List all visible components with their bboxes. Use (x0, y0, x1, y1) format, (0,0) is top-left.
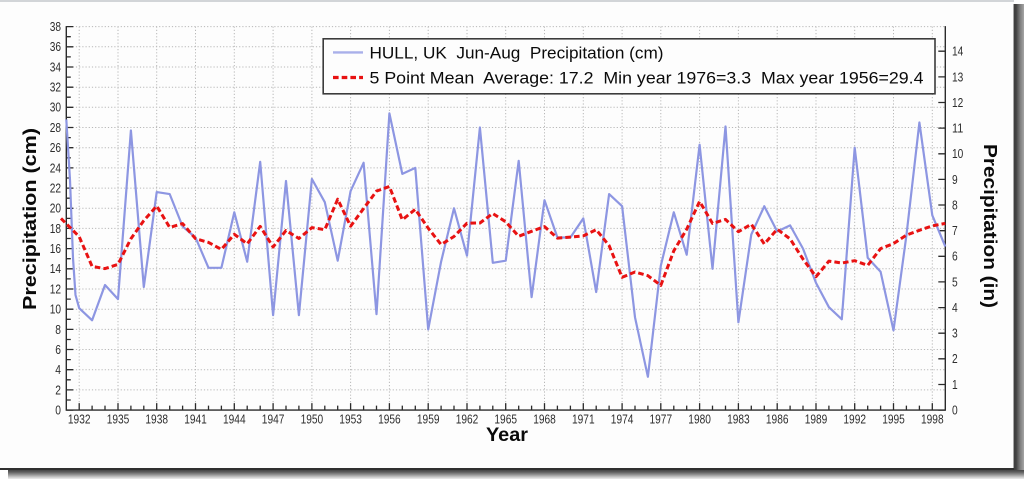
svg-text:34: 34 (50, 60, 61, 74)
svg-text:6: 6 (55, 343, 61, 357)
svg-text:1941: 1941 (184, 413, 207, 427)
svg-text:32: 32 (50, 81, 61, 95)
svg-text:3: 3 (952, 327, 958, 341)
svg-text:5: 5 (952, 275, 958, 289)
svg-text:22: 22 (50, 182, 61, 196)
svg-text:1935: 1935 (107, 413, 130, 427)
svg-text:1965: 1965 (494, 413, 517, 427)
svg-text:2: 2 (952, 352, 958, 366)
svg-text:24: 24 (50, 161, 61, 175)
svg-text:1932: 1932 (68, 413, 91, 427)
svg-text:4: 4 (55, 363, 61, 377)
svg-text:8: 8 (952, 198, 958, 212)
svg-text:Precipitation (cm): Precipitation (cm) (20, 128, 40, 310)
svg-text:1959: 1959 (417, 413, 440, 427)
svg-text:1992: 1992 (843, 413, 866, 427)
svg-text:1980: 1980 (688, 413, 711, 427)
svg-text:12: 12 (952, 96, 963, 110)
svg-text:1968: 1968 (533, 413, 556, 427)
svg-text:1995: 1995 (882, 413, 905, 427)
svg-text:11: 11 (952, 122, 963, 136)
svg-text:28: 28 (50, 121, 61, 135)
svg-text:36: 36 (50, 40, 61, 54)
svg-text:13: 13 (952, 70, 963, 84)
svg-text:8: 8 (55, 323, 61, 337)
svg-text:1983: 1983 (727, 413, 750, 427)
svg-text:4: 4 (952, 301, 958, 315)
svg-text:1956: 1956 (378, 413, 401, 427)
svg-text:1947: 1947 (262, 413, 285, 427)
svg-text:18: 18 (50, 222, 61, 236)
svg-text:1962: 1962 (456, 413, 479, 427)
svg-text:Precipitation (in): Precipitation (in) (980, 144, 1000, 308)
svg-text:0: 0 (952, 404, 958, 418)
svg-text:9: 9 (952, 173, 958, 187)
svg-text:HULL, UK Jun-Aug Precipitati: HULL, UK Jun-Aug Precipitation (cm) (370, 44, 664, 63)
svg-text:1977: 1977 (650, 413, 673, 427)
svg-text:14: 14 (952, 45, 963, 59)
svg-text:10: 10 (50, 303, 61, 317)
svg-text:1944: 1944 (223, 413, 246, 427)
svg-text:1989: 1989 (805, 413, 828, 427)
svg-text:1971: 1971 (572, 413, 595, 427)
svg-text:1938: 1938 (145, 413, 168, 427)
svg-text:1950: 1950 (301, 413, 324, 427)
svg-text:2: 2 (55, 383, 61, 397)
svg-text:1998: 1998 (921, 413, 944, 427)
svg-text:Year: Year (486, 425, 529, 446)
svg-text:0: 0 (55, 404, 61, 418)
svg-text:5 Point Mean Average: 17.2 M: 5 Point Mean Average: 17.2 Min year 1976… (370, 69, 924, 88)
svg-text:38: 38 (50, 20, 61, 34)
svg-text:1986: 1986 (766, 413, 789, 427)
svg-text:10: 10 (952, 147, 963, 161)
svg-text:14: 14 (50, 262, 61, 276)
svg-text:1974: 1974 (611, 413, 634, 427)
svg-text:6: 6 (952, 250, 958, 264)
svg-text:7: 7 (952, 224, 958, 238)
svg-text:1953: 1953 (339, 413, 362, 427)
svg-text:20: 20 (50, 202, 61, 216)
svg-text:12: 12 (50, 282, 61, 296)
svg-text:1: 1 (952, 378, 958, 392)
svg-text:30: 30 (50, 101, 61, 115)
svg-text:26: 26 (50, 141, 61, 155)
svg-text:16: 16 (50, 242, 61, 256)
